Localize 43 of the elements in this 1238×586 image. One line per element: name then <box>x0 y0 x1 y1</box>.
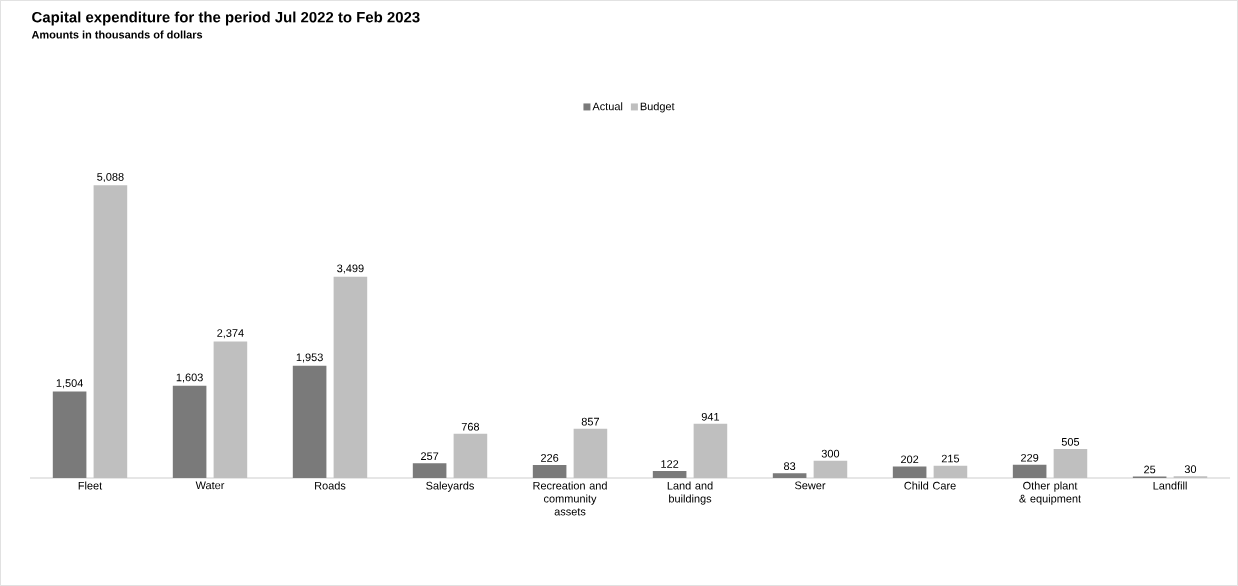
x-tick-label: Water <box>195 481 225 490</box>
x-tick-label: Landfill <box>1153 481 1187 490</box>
data-label: 202 <box>901 455 919 464</box>
data-label: 3,499 <box>337 264 364 274</box>
data-label: 768 <box>461 422 480 431</box>
data-label: 215 <box>941 454 960 463</box>
bar <box>453 433 488 478</box>
data-label: 83 <box>784 462 796 471</box>
data-label: 300 <box>821 449 840 458</box>
data-label: 257 <box>421 452 439 461</box>
x-tick-label: Fleet <box>78 481 103 490</box>
x-tick-label: Sewer <box>795 481 826 490</box>
chart-title: Capital expenditure for the period Jul 2022 to Feb 2023 <box>32 11 420 26</box>
x-tick-label: Other plant & equipment <box>1019 481 1082 505</box>
bar <box>933 465 968 478</box>
data-label: 25 <box>1144 465 1156 474</box>
data-label: 1,953 <box>296 353 323 363</box>
data-label: 1,603 <box>176 373 203 383</box>
chart-subtitle: Amounts in thousands of dollars <box>31 30 203 39</box>
data-label: 1,504 <box>56 379 83 389</box>
bar <box>93 185 128 478</box>
data-label: 226 <box>541 454 559 462</box>
bar <box>813 460 848 478</box>
x-tick-label: Saleyards <box>426 481 474 492</box>
legend-label: Actual <box>592 102 623 111</box>
data-label: 229 <box>1021 453 1039 462</box>
x-tick-label: Roads <box>315 481 346 490</box>
x-tick-label: Child Care <box>904 481 956 490</box>
bar <box>693 423 728 478</box>
data-label: 857 <box>581 417 600 426</box>
bar <box>213 341 248 478</box>
data-label: 2,374 <box>217 329 244 339</box>
data-label: 30 <box>1184 465 1197 474</box>
x-tick-label: Land and buildings <box>667 481 713 505</box>
data-label: 5,088 <box>97 173 124 183</box>
legend-label: Budget <box>640 102 675 113</box>
bar <box>573 428 608 478</box>
x-tick-label: Recreation and community assets <box>533 481 607 516</box>
data-label: 941 <box>701 412 720 421</box>
data-label: 505 <box>1061 438 1080 446</box>
data-label: 122 <box>661 460 679 468</box>
bar <box>1053 448 1088 478</box>
bar <box>333 276 368 478</box>
